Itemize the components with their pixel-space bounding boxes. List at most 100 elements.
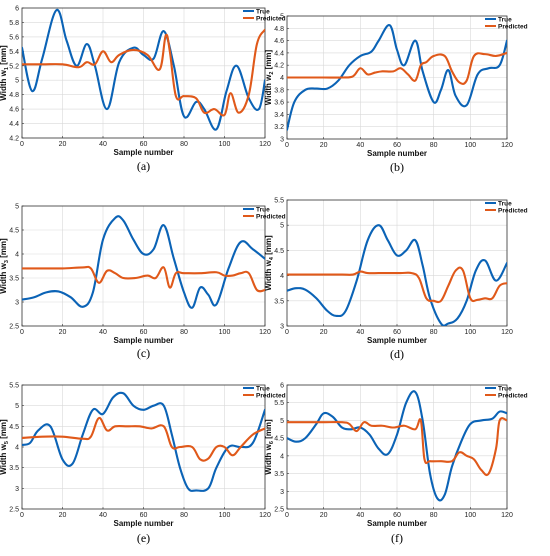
x-tick-label: 100: [219, 329, 231, 336]
panel-caption: (c): [137, 346, 150, 360]
x-tick-label: 40: [99, 512, 107, 519]
x-tick-label: 40: [99, 329, 107, 336]
y-tick-label: 4: [280, 453, 284, 460]
panel-caption: (f): [391, 531, 403, 545]
x-tick-label: 120: [501, 512, 513, 519]
y-tick-label: 5: [280, 418, 284, 425]
y-tick-label: 5.5: [274, 400, 284, 407]
x-tick-label: 80: [430, 142, 438, 149]
y-tick-label: 5: [15, 78, 19, 85]
x-tick-label: 80: [430, 512, 438, 519]
y-tick-label: 5.4: [9, 49, 19, 56]
x-tick-label: 80: [180, 141, 188, 148]
series-line-true: [287, 224, 507, 326]
y-tick-label: 4.8: [274, 26, 284, 33]
x-tick-label: 100: [464, 142, 476, 149]
x-tick-label: 60: [140, 141, 148, 148]
series-group: [22, 391, 265, 492]
series-line-predicted: [22, 265, 265, 293]
y-tick-label: 3: [280, 137, 284, 144]
y-axis-title-unit: [mm]: [0, 419, 8, 441]
panel-caption: (d): [390, 347, 404, 361]
y-tick-label: 4.8: [9, 92, 19, 99]
x-axis-title: Sample number: [113, 519, 173, 528]
y-tick-label: 3: [280, 324, 284, 331]
x-tick-label: 60: [140, 512, 148, 519]
legend-label-predicted: Predicted: [256, 213, 286, 220]
x-axis-title: Sample number: [113, 336, 173, 345]
y-tick-label: 5: [280, 14, 284, 21]
x-axis-title: Sample number: [367, 336, 427, 345]
x-tick-label: 120: [501, 142, 513, 149]
y-tick-label: 4.5: [9, 424, 19, 431]
y-tick-label: 2.5: [9, 324, 19, 331]
x-tick-label: 0: [20, 329, 24, 336]
series-group: [22, 215, 265, 309]
chart-panel-1: 0 20 40 60 80 100 1204.24.44.64.855.25.45.65.8…: [0, 6, 286, 174]
y-tick-label: 4: [280, 273, 284, 280]
series-line-predicted: [287, 51, 507, 85]
y-axis-title-unit: [mm]: [264, 235, 273, 257]
y-axis-title-main: Width w: [0, 262, 8, 293]
y-tick-label: 3.5: [274, 471, 284, 478]
x-tick-label: 120: [259, 141, 271, 148]
chart-panel-2: 0 20 40 60 80 100 120 3 3.2 3.4 3.6 3.8 4 4.2 4.4 4.6 4.…: [264, 14, 528, 175]
y-axis-title-main: Width w: [264, 259, 273, 290]
x-tick-label: 20: [320, 329, 328, 336]
series-group: [287, 224, 507, 326]
x-tick-label: 20: [320, 142, 328, 149]
y-tick-label: 4.2: [9, 136, 19, 143]
y-tick-label: 3.4: [274, 112, 284, 119]
x-tick-label: 40: [356, 142, 364, 149]
legend-label-true: True: [256, 206, 270, 213]
y-axis-title: Width w4 [mm]: [264, 235, 275, 291]
y-axis-title: Width w6 [mm]: [264, 419, 275, 475]
legend-label-predicted: Predicted: [498, 207, 528, 214]
x-tick-label: 40: [99, 141, 107, 148]
y-axis-title-main: Width w: [264, 443, 273, 474]
y-tick-label: 4.2: [274, 63, 284, 70]
y-tick-label: 4: [15, 252, 19, 259]
x-tick-label: 120: [259, 329, 271, 336]
x-tick-label: 60: [140, 329, 148, 336]
y-axis-title-subscript: 3: [4, 260, 10, 263]
series-line-true: [22, 9, 265, 131]
x-tick-label: 0: [285, 329, 289, 336]
legend-label-true: True: [498, 16, 512, 23]
y-tick-label: 2.5: [274, 507, 284, 514]
y-tick-label: 4.4: [274, 50, 284, 57]
y-tick-label: 3: [15, 300, 19, 307]
series-line-predicted: [22, 417, 265, 462]
y-tick-label: 4.6: [9, 107, 19, 114]
legend-label-true: True: [256, 8, 270, 15]
x-axis-title: Sample number: [367, 149, 427, 158]
y-axis-title-main: Width w: [0, 69, 8, 100]
y-tick-label: 4: [280, 75, 284, 82]
y-tick-label: 5.5: [274, 198, 284, 205]
y-tick-label: 3.5: [9, 465, 19, 472]
x-tick-label: 120: [501, 329, 513, 336]
y-axis-title: Width w3 [mm]: [0, 238, 10, 294]
series-line-predicted: [287, 417, 507, 477]
y-tick-label: 5.2: [9, 63, 19, 70]
series-line-true: [22, 391, 265, 492]
x-axis-title: Sample number: [113, 148, 173, 157]
x-tick-label: 40: [356, 512, 364, 519]
y-axis-title-subscript: 1: [4, 67, 10, 70]
y-tick-label: 6: [280, 383, 284, 390]
y-tick-label: 4.4: [9, 121, 19, 128]
x-tick-label: 80: [430, 329, 438, 336]
y-axis-title: Width w2 [mm]: [264, 49, 275, 105]
y-tick-label: 5.6: [9, 34, 19, 41]
y-axis-title-unit: [mm]: [264, 49, 273, 71]
x-tick-label: 20: [59, 512, 67, 519]
x-tick-label: 0: [285, 512, 289, 519]
x-tick-label: 60: [393, 329, 401, 336]
series-line-true: [287, 24, 507, 131]
chart-panel-6: 0 20 40 60 80 100 120 2.5 3 3.5 4 4.5 5 5.5 6 Sample nu…: [264, 383, 528, 546]
